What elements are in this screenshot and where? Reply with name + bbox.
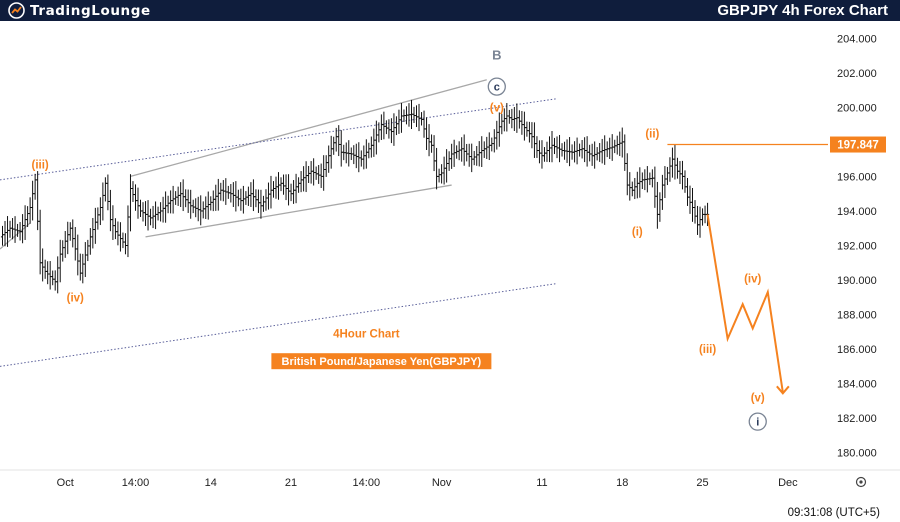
x-tick-label: Nov (432, 477, 452, 489)
circled-wave-marker (487, 77, 506, 96)
channel-line (130, 79, 487, 178)
y-tick-label: 190.000 (837, 275, 877, 287)
time-display: 09:31:08 (UTC+5) (787, 507, 880, 519)
wave-label: (iv) (67, 292, 84, 304)
logo-icon (8, 2, 25, 19)
circled-wave-label: c (494, 82, 500, 94)
y-tick-label: 192.000 (837, 241, 877, 253)
y-tick-label: 182.000 (837, 413, 877, 425)
wave-label: (iv) (744, 273, 761, 285)
x-tick-label: 11 (536, 477, 547, 489)
price-axis-area (828, 21, 900, 501)
price-label: 197.847 (837, 140, 879, 152)
instrument-banner (271, 353, 492, 370)
wave-label: (iii) (32, 159, 49, 171)
y-tick-label: 196.000 (837, 171, 877, 183)
x-tick-label: 14:00 (122, 477, 150, 489)
wave-label: (iii) (699, 344, 716, 356)
y-tick-label: 186.000 (837, 344, 877, 356)
channel-line (145, 184, 452, 238)
y-tick-label: 188.000 (837, 310, 877, 322)
y-tick-label: 204.000 (837, 33, 877, 45)
y-tick-label: 202.000 (837, 68, 877, 80)
projection-arrowhead (776, 385, 790, 395)
x-tick-label: 14 (205, 477, 217, 489)
logo: TradingLounge (8, 2, 151, 19)
circled-wave-label: i (756, 417, 759, 429)
circled-wave-marker (748, 412, 767, 431)
x-tick-label: Oct (57, 477, 74, 489)
y-tick-label: 180.000 (837, 448, 877, 460)
x-tick-label: 25 (696, 477, 708, 489)
instrument-name: British Pound/Japanese Yen(GBPJPY) (282, 356, 482, 368)
y-tick-label: 184.000 (837, 379, 877, 391)
settings-gear-icon[interactable] (855, 476, 867, 488)
y-tick-label: 200.000 (837, 102, 877, 114)
price-label-box (830, 136, 886, 153)
dotted-trend-line (0, 98, 558, 181)
dotted-trend-line (0, 282, 558, 367)
wave-label: (v) (751, 392, 765, 404)
header-bar: TradingLounge GBPJPY 4h Forex Chart (0, 0, 900, 21)
x-tick-label: 21 (285, 477, 297, 489)
wave-label: B (492, 48, 501, 63)
chart-subtitle: 4Hour Chart (333, 329, 400, 341)
wave-label: (v) (490, 102, 504, 114)
logo-text: TradingLounge (30, 2, 151, 19)
wave-label: (ii) (645, 128, 659, 140)
price-chart[interactable]: 204.000202.000200.000198.000196.000194.0… (0, 21, 900, 501)
x-tick-label: Dec (778, 477, 798, 489)
projected-wave-path (706, 214, 784, 393)
x-tick-label: 14:00 (353, 477, 381, 489)
chart-title: GBPJPY 4h Forex Chart (717, 2, 888, 19)
x-tick-label: 18 (616, 477, 628, 489)
y-tick-label: 194.000 (837, 206, 877, 218)
wave-label: (i) (632, 227, 643, 239)
